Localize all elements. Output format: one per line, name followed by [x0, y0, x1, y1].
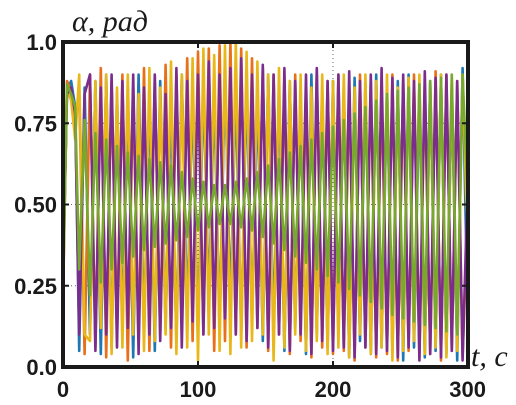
y-tick-label: 0.25	[14, 274, 57, 299]
ticks	[62, 41, 469, 368]
y-tick-label: 0.75	[14, 111, 57, 136]
x-tick-label: 100	[180, 377, 217, 402]
tick-labels: 0.0 0.25 0.50 0.75 1.0 0 100 200 300	[14, 30, 486, 402]
x-tick-label: 200	[315, 377, 352, 402]
y-axis-label: α, рад	[72, 5, 148, 38]
y-tick-label: 0.50	[14, 193, 57, 218]
series-layer	[61, 40, 470, 362]
x-tick-label: 300	[449, 377, 486, 402]
series-line-5	[61, 73, 470, 336]
y-tick-label: 0.0	[26, 355, 57, 380]
x-tick-label: 0	[57, 377, 69, 402]
y-tick-label: 1.0	[26, 30, 57, 55]
series-line-4	[61, 56, 470, 362]
x-axis-label: t, c	[471, 340, 508, 373]
